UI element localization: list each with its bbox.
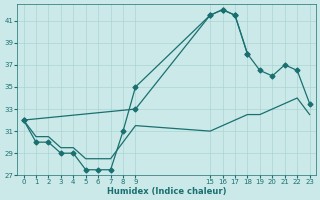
X-axis label: Humidex (Indice chaleur): Humidex (Indice chaleur) [107,187,226,196]
